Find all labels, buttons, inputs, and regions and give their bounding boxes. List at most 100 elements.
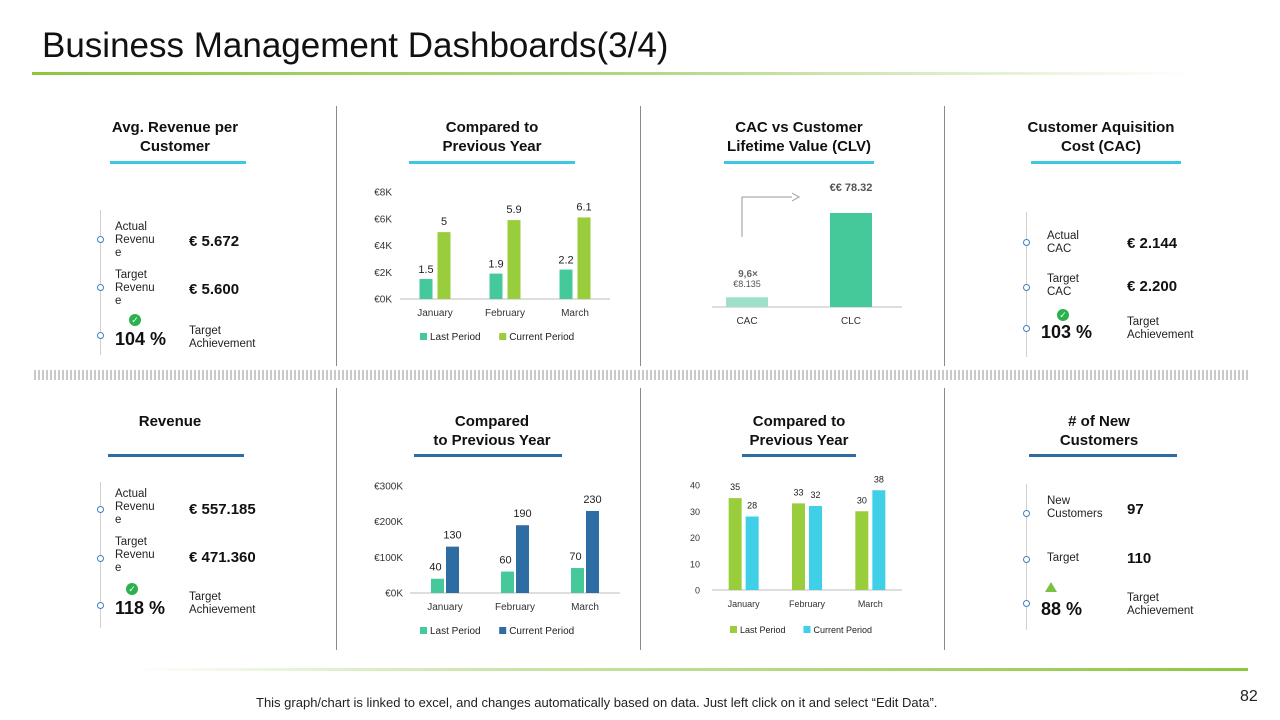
data-label: 130 [443,530,461,542]
actual-revenue-label: Actual Revenu e [115,221,155,259]
bar [586,510,599,593]
achievement-label: Target Achievement [189,591,256,616]
title-line: Compared to [752,413,846,430]
bar [792,503,805,590]
page-number: 82 [1240,688,1258,705]
x-tick-label: February [789,599,826,609]
data-label: 60 [499,555,511,567]
chart3-title: Compared to Previous Year [377,412,607,450]
y-tick-label: €200K [374,517,403,528]
bar [872,490,886,590]
x-tick-label: March [858,599,883,609]
data-label: 28 [747,501,757,511]
bar [501,571,514,593]
bar [559,269,573,299]
footer-note: This graph/chart is linked to excel, and… [256,695,938,710]
target-revenue-value: € 5.600 [189,281,240,298]
bar [728,498,742,590]
bullet-icon [1023,600,1030,607]
column-divider [336,388,337,650]
legend-label: Last Period [430,626,481,637]
x-tick-label: January [417,308,453,319]
chart-compared-previous-year-2: €0K €100K €200K €300K January 40 130 February 60… [374,482,620,637]
bullet-icon [97,332,104,339]
bar [855,511,869,590]
achievement-label: Target Achievement [189,325,256,350]
bar [726,297,768,307]
data-label: 33 [793,487,803,497]
row-divider [34,370,1248,380]
column-divider [944,106,945,366]
legend-swatch [803,626,811,633]
y-tick-label: €6K [374,214,392,225]
bar [431,578,444,593]
bar [745,516,759,590]
y-tick-label: €2K [374,268,392,279]
legend-swatch [420,627,427,634]
chart1-title: Compared to Previous Year [377,118,607,156]
title-line: Customer Aquisition [1027,119,1175,136]
legend-label: Last Period [740,625,786,635]
arrow-head-icon [791,192,801,202]
bullet-icon [1023,556,1030,563]
achievement-label: Target Achievement [1127,316,1194,341]
legend-label: Current Period [509,332,574,343]
data-label: 70 [569,551,581,563]
y-tick-label: €0K [374,295,392,306]
bar [577,217,591,299]
title-line: # of New [1068,413,1130,430]
bar [507,220,521,299]
bullet-icon [97,236,104,243]
column-divider [944,388,945,650]
ratio-annotation: 9,6× [738,269,758,280]
target-value: 110 [1127,550,1152,567]
new-customers-title: # of New Customers [984,412,1214,450]
chart-cac-vs-clv: CAC CLC €8.135 €€ 78.32 9,6× [712,182,902,327]
bar [516,525,529,593]
title-underline [32,72,1192,75]
bullet-icon [1023,239,1030,246]
y-tick-label: €0K [385,589,403,600]
bar [830,213,872,307]
bullet-icon [97,555,104,562]
title-underline [409,161,575,164]
title-line: Cost (CAC) [1061,138,1141,155]
data-label: 40 [429,562,441,574]
y-tick-label: 20 [690,533,700,543]
data-label: 5.9 [506,204,521,216]
bullet-icon [97,284,104,291]
bar [809,506,822,590]
warning-icon [1045,582,1057,592]
target-revenue-label: Target Revenu e [115,269,155,307]
title-underline [414,454,562,457]
title-underline [1031,161,1181,164]
achievement-value: 104 % [115,329,167,349]
x-tick-label: January [427,602,463,613]
bullet-icon [1023,510,1030,517]
title-underline [742,454,856,457]
title-line: Customer [139,138,210,155]
title-underline [110,161,246,164]
y-tick-label: 40 [690,481,700,491]
target-cac-label: Target CAC [1047,273,1079,298]
y-tick-label: €300K [374,482,403,493]
check-icon: ✓ [1057,309,1069,321]
x-tick-label: CLC [841,316,861,327]
title-line: to Previous Year [433,432,551,449]
data-label: 32 [810,490,820,500]
column-divider [640,106,641,366]
cac-title: Customer Aquisition Cost (CAC) [986,118,1216,156]
target-label: Target [1047,552,1079,564]
y-tick-label: 10 [690,559,700,569]
title-underline [108,454,244,457]
title-line: Customers [1059,432,1139,449]
data-label: 2.2 [558,255,573,267]
legend-label: Current Period [813,625,872,635]
chart4-title: Compared to Previous Year [684,412,914,450]
bar [419,278,433,299]
target-revenue-value: € 471.360 [189,549,256,566]
x-tick-label: March [561,308,589,319]
title-underline [724,161,874,164]
bullet-icon [1023,284,1030,291]
target-cac-value: € 2.200 [1127,278,1178,295]
